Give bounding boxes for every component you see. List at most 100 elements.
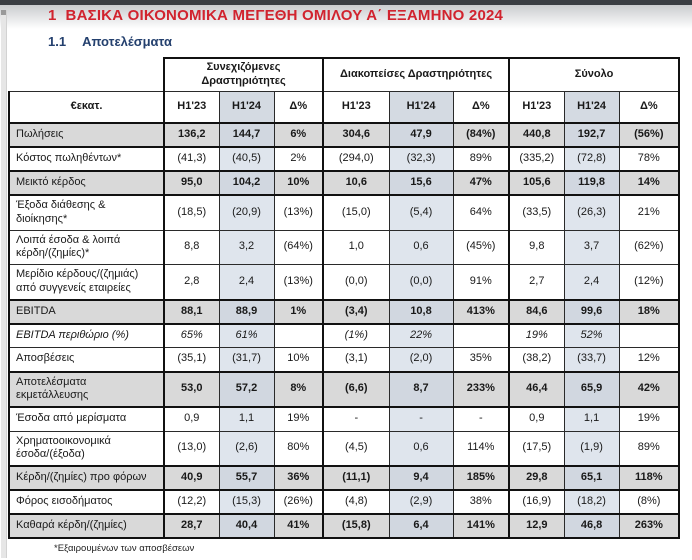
value-cell: (20,9) xyxy=(218,194,275,231)
page-title-number: 1 xyxy=(48,7,57,24)
table-row: Έσοδα από μερίσματα 0,9 1,1 19% - - -0,9 1,1 19% xyxy=(8,406,681,432)
value-cell: 42% xyxy=(618,370,681,408)
value-cell: (40,5) xyxy=(218,146,275,172)
table-body: Πωλήσεις 136,2 144,7 6% 304,6 47,9 (84%) 440,8 1… xyxy=(8,122,681,539)
value-cell: 8% xyxy=(273,370,325,408)
value-cell: 0,6 xyxy=(388,229,454,265)
value-cell: 0,6 xyxy=(388,430,454,467)
value-cell: (17,5) xyxy=(508,430,565,467)
column-header-delta: Δ% xyxy=(618,90,681,124)
value-cell: (2,0) xyxy=(388,347,454,372)
value-cell: 21% xyxy=(618,194,681,231)
row-label: Έσοδα από μερίσματα xyxy=(8,406,165,432)
value-cell: 263% xyxy=(618,513,681,539)
value-cell: (13,0) xyxy=(163,430,220,467)
value-cell: (3,4) xyxy=(322,298,390,325)
value-cell: (38,2) xyxy=(508,347,565,372)
value-cell xyxy=(273,323,325,348)
row-label: Χρηματοοικονομικά έσοδα/(έξοδα) xyxy=(8,430,165,467)
value-cell: (335,2) xyxy=(508,146,565,172)
value-cell: (56%) xyxy=(618,122,681,148)
left-scrollbar[interactable] xyxy=(1,10,7,558)
value-cell: (18,5) xyxy=(163,194,220,231)
value-cell: (72,8) xyxy=(563,146,620,172)
value-cell: (15,3) xyxy=(218,489,275,515)
value-cell: 29,8 xyxy=(508,465,565,491)
table-row: EBITDA περιθώριο (%) 65% 61% (1%) 22% 19% 52% xyxy=(8,323,681,348)
value-cell: (35,1) xyxy=(163,347,220,372)
value-cell: 89% xyxy=(618,430,681,467)
page-title-text: ΒΑΣΙΚΑ ΟΙΚΟΝΟΜΙΚΑ ΜΕΓΕΘΗ ΟΜΙΛΟΥ Α΄ ΕΞΑΜΗ… xyxy=(65,7,504,24)
row-label: Λοιπά έσοδα & λοιπά κέρδη/(ζημίες)* xyxy=(8,229,165,265)
value-cell: 99,6 xyxy=(563,298,620,325)
value-cell: 46,8 xyxy=(563,513,620,539)
value-cell: 141% xyxy=(452,513,511,539)
value-cell: 47% xyxy=(452,170,511,196)
row-label: Μερίδιο κέρδους/(ζημιάς) από συγγενείς ε… xyxy=(8,264,165,300)
value-cell: 10% xyxy=(273,347,325,372)
row-label: Έξοδα διάθεσης & διοίκησης* xyxy=(8,194,165,231)
row-label: Κέρδη/(ζημίες) προ φόρων xyxy=(8,465,165,491)
value-cell: 22% xyxy=(388,323,454,348)
value-cell: 118% xyxy=(618,465,681,491)
value-cell: 104,2 xyxy=(218,170,275,196)
value-cell: 19% xyxy=(508,323,565,348)
financial-results-table-wrap: Συνεχιζόμενες Δραστηριότητες Διακοπείσες… xyxy=(8,57,681,539)
value-cell: 10,8 xyxy=(388,298,454,325)
column-header-h123: Η1'23 xyxy=(322,90,390,124)
group-header-discontinued: Διακοπείσες Δραστηριότητες xyxy=(322,57,511,92)
value-cell: (0,0) xyxy=(322,264,390,300)
group-header-total: Σύνολο xyxy=(508,57,681,92)
section-number: 1.1 xyxy=(48,34,67,49)
column-header-delta: Δ% xyxy=(273,90,325,124)
value-cell: (2,9) xyxy=(388,489,454,515)
value-cell: 40,9 xyxy=(163,465,220,491)
value-cell: 2% xyxy=(273,146,325,172)
table-row: EBITDA 88,1 88,9 1% (3,4) 10,8 413% 84,6 99,6 18% xyxy=(8,298,681,325)
value-cell: (32,3) xyxy=(388,146,454,172)
value-cell: 105,6 xyxy=(508,170,565,196)
value-cell: 35% xyxy=(452,347,511,372)
value-cell: 114% xyxy=(452,430,511,467)
row-label: EBITDA xyxy=(8,298,165,325)
value-cell: 9,8 xyxy=(508,229,565,265)
value-cell: 3,2 xyxy=(218,229,275,265)
value-cell: (15,8) xyxy=(322,513,390,539)
value-cell: (16,9) xyxy=(508,489,565,515)
value-cell: 8,7 xyxy=(388,370,454,408)
value-cell: 9,4 xyxy=(388,465,454,491)
value-cell: (1,9) xyxy=(563,430,620,467)
value-cell: - xyxy=(452,406,511,432)
value-cell: 1,1 xyxy=(218,406,275,432)
financial-results-table: Συνεχιζόμενες Δραστηριότητες Διακοπείσες… xyxy=(8,57,681,539)
column-header-h123: Η1'23 xyxy=(163,90,220,124)
footnote: *Εξαιρουμένων των αποσβέσεων xyxy=(54,543,195,554)
value-cell: 40,4 xyxy=(218,513,275,539)
column-header-h124: Η1'24 xyxy=(218,90,275,124)
column-header-h124: Η1'24 xyxy=(388,90,454,124)
value-cell: (12,2) xyxy=(163,489,220,515)
value-cell: 53,0 xyxy=(163,370,220,408)
value-cell: (6,6) xyxy=(322,370,390,408)
value-cell xyxy=(452,323,511,348)
value-cell: (64%) xyxy=(273,229,325,265)
value-cell: 19% xyxy=(273,406,325,432)
value-cell: 0,9 xyxy=(508,406,565,432)
row-label: Αποτελέσματα εκμετάλλευσης xyxy=(8,370,165,408)
value-cell: (33,7) xyxy=(563,347,620,372)
value-cell: 65% xyxy=(163,323,220,348)
scrollbar-thumb[interactable] xyxy=(1,10,6,15)
value-cell: 12,9 xyxy=(508,513,565,539)
group-header-continuing: Συνεχιζόμενες Δραστηριότητες xyxy=(162,57,325,92)
value-cell: 6,4 xyxy=(388,513,454,539)
table-row: Κέρδη/(ζημίες) προ φόρων 40,9 55,7 36% (11,1… xyxy=(8,465,681,491)
column-header-delta: Δ% xyxy=(452,90,511,124)
value-cell: 84,6 xyxy=(508,298,565,325)
value-cell: (3,1) xyxy=(322,347,390,372)
value-cell: 57,2 xyxy=(218,370,275,408)
value-cell: 55,7 xyxy=(218,465,275,491)
value-cell: 119,8 xyxy=(563,170,620,196)
value-cell: (12%) xyxy=(618,264,681,300)
unit-label: €εκατ. xyxy=(8,90,165,124)
value-cell: 18% xyxy=(618,298,681,325)
